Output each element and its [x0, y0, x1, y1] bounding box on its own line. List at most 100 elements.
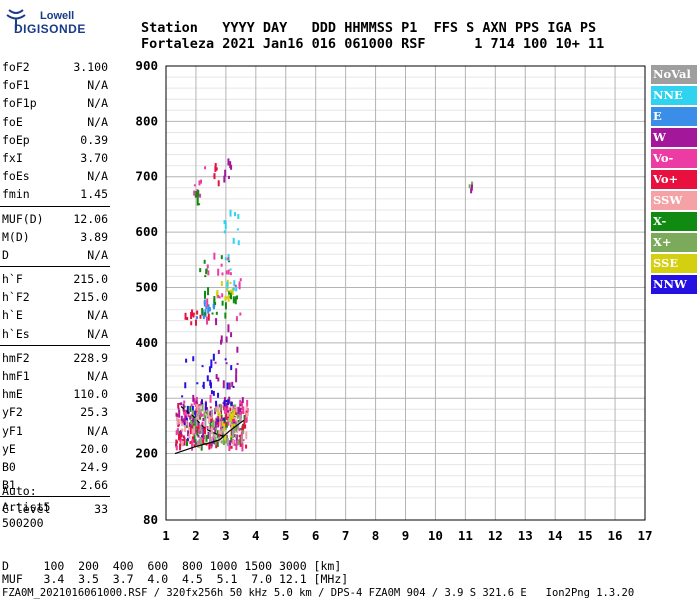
echo-point [188, 433, 191, 439]
echo-point [225, 400, 228, 403]
digisonde-logo-mark [4, 6, 28, 32]
param-value: 228.9 [73, 350, 108, 365]
echo-point [222, 435, 225, 444]
echo-point [231, 381, 234, 387]
echo-point [236, 228, 239, 231]
echo-point [210, 359, 213, 366]
echo-point [214, 432, 217, 441]
echo-point [204, 402, 207, 411]
echo-point [246, 399, 249, 407]
echo-point [199, 409, 202, 418]
y-tick-label: 200 [135, 446, 158, 461]
echo-point [200, 399, 203, 405]
plot-frame [165, 65, 646, 521]
echo-point [190, 403, 193, 407]
param-label: D [2, 247, 9, 262]
echo-point [223, 417, 226, 424]
echo-point [237, 214, 240, 220]
echo-point [191, 410, 194, 418]
echo-point [233, 409, 236, 416]
echo-point [213, 296, 216, 304]
echo-point [226, 281, 229, 289]
parameter-group-critical-frequencies: foF2 3.100 foF1 N/A foF1p N/A foE N/A foEp 0.39 fx… [0, 58, 110, 204]
echo-point [189, 415, 192, 420]
param-value: N/A [87, 169, 108, 184]
echo-point [202, 435, 205, 441]
echo-point [229, 161, 232, 169]
echo-point [225, 435, 228, 444]
param-value: 3.89 [80, 229, 108, 244]
echo-point [193, 184, 196, 187]
echo-point [201, 365, 204, 368]
echo-point [209, 428, 212, 432]
param-row-foep: foEp 0.39 [0, 131, 110, 149]
echo-point [221, 272, 224, 276]
echo-point [195, 400, 198, 406]
echo-point [227, 257, 230, 261]
echo-point [245, 431, 248, 440]
echo-point [226, 438, 229, 447]
footer-distance-row: D 100 200 400 600 800 1000 1500 3000 [km… [2, 559, 342, 573]
echo-point [221, 432, 224, 438]
echo-point [190, 413, 193, 419]
echo-point [193, 190, 196, 196]
y-tick-label: 900 [135, 58, 158, 73]
autoscaling-label: Auto: [2, 484, 37, 498]
echo-point [239, 441, 242, 447]
echo-point [210, 439, 213, 444]
param-row-yf2: yF2 25.3 [0, 403, 110, 421]
echo-point [199, 193, 202, 198]
echo-point [201, 307, 204, 315]
echo-point [226, 412, 229, 417]
echo-point [197, 190, 200, 198]
echo-point [223, 230, 226, 234]
param-row-d: D N/A [0, 246, 110, 264]
echo-point [215, 417, 218, 425]
echo-point [245, 444, 248, 449]
echo-point [190, 311, 193, 319]
echo-point [206, 298, 209, 307]
echo-point [225, 336, 228, 343]
param-value: 25.3 [80, 405, 108, 420]
echo-point [208, 443, 211, 450]
param-row-fxi: fxI 3.70 [0, 149, 110, 167]
echo-point [196, 316, 199, 320]
echo-point [205, 269, 208, 275]
param-value: N/A [87, 326, 108, 341]
echo-point [235, 439, 238, 446]
echo-point [218, 434, 221, 440]
echo-point [224, 169, 227, 177]
echo-point [209, 406, 212, 409]
echo-point [207, 308, 210, 314]
param-label: yE [2, 441, 16, 456]
echo-point [183, 437, 186, 446]
echo-point [199, 415, 202, 420]
echo-point [203, 259, 206, 264]
echo-point [217, 377, 220, 382]
y-tick-label: 800 [135, 113, 158, 128]
echo-point [217, 425, 220, 428]
echo-point [227, 418, 230, 423]
echo-point [246, 407, 249, 412]
echo-point [229, 440, 232, 446]
echo-point [239, 434, 242, 443]
echo-point [207, 287, 210, 296]
param-value: 2.66 [80, 478, 108, 493]
echo-point [224, 257, 227, 261]
echo-point [234, 284, 237, 287]
echo-point [225, 410, 228, 414]
echo-point [205, 410, 208, 413]
echo-point [232, 428, 235, 432]
echo-point [235, 285, 238, 292]
echo-point [220, 281, 223, 287]
echo-point [215, 427, 218, 430]
echo-point [220, 415, 223, 419]
echo-point [227, 294, 230, 302]
param-value: 215.0 [73, 290, 108, 305]
echo-point [175, 443, 178, 446]
echo-point [193, 397, 196, 405]
echo-point [189, 405, 192, 412]
echo-point [193, 435, 196, 443]
echo-point [214, 302, 217, 306]
echo-point [181, 444, 184, 447]
